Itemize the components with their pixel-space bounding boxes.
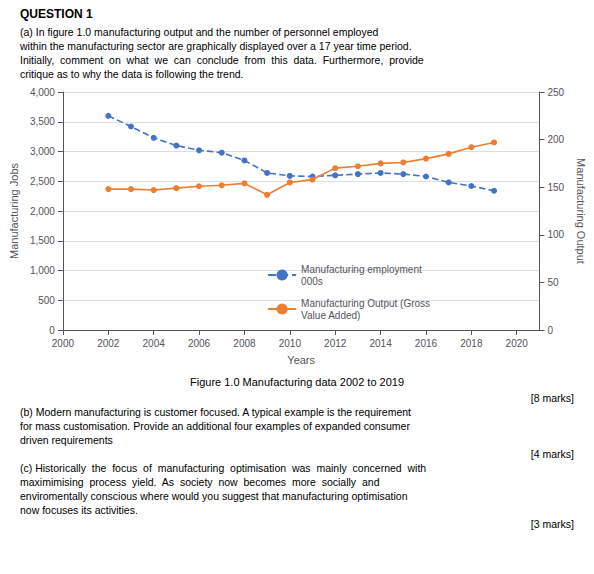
svg-text:Manufacturing Jobs: Manufacturing Jobs (8, 163, 20, 259)
svg-text:now focuses its activities.: now focuses its activities. (20, 504, 138, 516)
svg-text:Manufacturing Output: Manufacturing Output (575, 158, 587, 264)
svg-text:Figure 1.0 Manufacturing data: Figure 1.0 Manufacturing data 2002 to 20… (190, 376, 404, 388)
svg-text:3,000: 3,000 (30, 146, 55, 157)
svg-text:[3 marks]: [3 marks] (531, 518, 574, 530)
svg-text:50: 50 (547, 277, 559, 288)
svg-text:100: 100 (547, 229, 564, 240)
svg-text:2012: 2012 (324, 338, 347, 349)
svg-text:2008: 2008 (233, 338, 256, 349)
svg-text:0: 0 (547, 325, 553, 336)
svg-text:for mass customisation. Provid: for mass customisation. Provide an addit… (20, 420, 410, 432)
svg-text:(a) In figure 1.0 ​manufacturi: (a) In figure 1.0 ​manufacturing output … (20, 26, 379, 38)
svg-text:0: 0 (49, 325, 55, 336)
svg-text:2002: 2002 (97, 338, 120, 349)
svg-text:Value Added): Value Added) (301, 310, 360, 321)
svg-text:000s: 000s (301, 276, 323, 287)
svg-text:QUESTION 1: QUESTION 1 (20, 7, 93, 21)
svg-text:2014: 2014 (369, 338, 392, 349)
svg-text:[4 marks]: [4 marks] (531, 448, 574, 460)
svg-text:enviromentally conscious where: enviromentally conscious where would you… (20, 490, 408, 502)
svg-text:2,500: 2,500 (30, 176, 55, 187)
svg-text:1,000: 1,000 (30, 265, 55, 276)
svg-text:2020: 2020 (506, 338, 529, 349)
svg-text:Initially, comment on what: Initially, comment on what we can conclu… (20, 54, 424, 66)
svg-text:1,500: 1,500 (30, 235, 55, 246)
svg-text:2016: 2016 (415, 338, 438, 349)
svg-text:2006: 2006 (188, 338, 211, 349)
svg-text:Years: Years (287, 354, 315, 366)
svg-text:Manufacturing employment: Manufacturing employment (301, 264, 422, 275)
svg-text:2000: 2000 (52, 338, 75, 349)
svg-text:2018: 2018 (460, 338, 483, 349)
svg-text:Manufacturing Output (Gross: Manufacturing Output (Gross (301, 298, 430, 309)
svg-text:2004: 2004 (143, 338, 166, 349)
svg-text:3,500: 3,500 (30, 116, 55, 127)
svg-text:(b) Modern manufacturing is cu: (b) Modern manufacturing is customer foc… (20, 406, 411, 418)
svg-text:2010: 2010 (279, 338, 302, 349)
svg-text:maximimising process yield.: maximimising process yield. As society n… (20, 476, 380, 488)
svg-text:within the manufacturing secto: within the manufacturing sector are grap… (19, 40, 412, 52)
svg-text:200: 200 (547, 134, 564, 145)
svg-text:critique as to why the data is: critique as to why the data is following… (20, 68, 244, 80)
svg-text:250: 250 (547, 87, 564, 98)
svg-text:4,000: 4,000 (30, 87, 55, 98)
svg-text:500: 500 (38, 295, 55, 306)
svg-text:driven requirements: driven requirements (20, 434, 113, 446)
svg-text:[8 marks]: [8 marks] (531, 392, 574, 404)
svg-text:(c) Historically the focus: (c) Historically the focus of manufactur… (20, 462, 426, 474)
svg-text:150: 150 (547, 182, 564, 193)
svg-text:2,000: 2,000 (30, 206, 55, 217)
